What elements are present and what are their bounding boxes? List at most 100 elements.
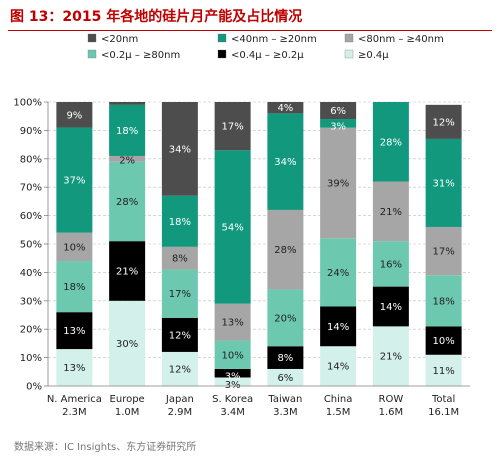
bar-segment — [56, 232, 93, 262]
data-label: 12% — [169, 330, 191, 341]
data-label: 10% — [63, 242, 85, 253]
bar-segment — [109, 161, 146, 242]
legend-swatch — [87, 49, 97, 59]
bar-segment — [320, 102, 357, 120]
x-category-total: 1.5M — [326, 407, 351, 418]
data-label: 18% — [63, 282, 85, 293]
x-category-total: 2.3M — [62, 407, 87, 418]
data-label: 21% — [116, 266, 138, 277]
data-label: 18% — [433, 296, 455, 307]
data-label: 31% — [433, 178, 455, 189]
y-tick-label: 20% — [20, 325, 42, 336]
data-label: 4% — [277, 103, 293, 114]
data-label: 54% — [222, 222, 244, 233]
x-category-total: 1.0M — [115, 407, 140, 418]
data-label: 14% — [380, 302, 402, 313]
bar-segment — [425, 326, 462, 355]
bar-segment — [214, 150, 251, 304]
bar-segment — [161, 102, 198, 196]
data-label: 8% — [277, 353, 293, 364]
data-label: 30% — [116, 339, 138, 350]
data-label: 34% — [274, 157, 296, 168]
bar-segment — [425, 226, 462, 276]
bar-segment — [56, 261, 93, 313]
bar-segment — [161, 317, 198, 352]
bar-segment — [56, 349, 93, 386]
bar-segment — [320, 127, 357, 239]
data-label: 28% — [116, 197, 138, 208]
bar-segment — [109, 241, 146, 301]
x-category-total: 2.9M — [168, 407, 193, 418]
legend-swatch — [344, 33, 354, 43]
data-label: 3% — [330, 122, 346, 133]
data-label: 3% — [225, 380, 241, 391]
x-category-total: 16.1M — [428, 407, 459, 418]
data-label: 10% — [222, 350, 244, 361]
legend-swatch — [217, 33, 227, 43]
bar-segment — [161, 269, 198, 318]
data-label: 20% — [274, 313, 296, 324]
data-label: 6% — [277, 373, 293, 384]
data-label: 9% — [66, 110, 82, 121]
data-label: <1% — [115, 93, 139, 104]
bar-segment — [109, 300, 146, 386]
bar-segment — [320, 346, 357, 386]
chart-legend: <20nm <40nm – ≥20nm <80nm – ≥40nm <0.2µ – ≥… — [87, 33, 444, 61]
data-label: 13% — [222, 318, 244, 329]
title-rule — [8, 30, 492, 31]
source-note: 数据来源：IC Insights、东方证券研究所 — [14, 442, 197, 453]
data-label: 14% — [327, 362, 349, 373]
x-category-label: Total — [431, 394, 455, 405]
y-tick-label: 90% — [20, 126, 42, 137]
bar-segment — [214, 102, 251, 151]
bar-segment — [267, 113, 304, 210]
bar-segment — [320, 119, 357, 128]
x-category-total: 1.6M — [379, 407, 404, 418]
bar-segment — [267, 209, 304, 290]
y-tick-label: 30% — [20, 296, 42, 307]
bar-segment — [214, 377, 251, 386]
bar-segment — [109, 104, 146, 156]
data-label: 28% — [380, 137, 402, 148]
data-label: 13% — [63, 326, 85, 337]
bar-segment — [267, 289, 304, 347]
x-category-total: 3.3M — [273, 407, 298, 418]
data-label: 14% — [327, 322, 349, 333]
data-label: 12% — [169, 364, 191, 375]
y-axis: 0% 10% 20% 30% 40% 50% 60% 70% 80% 90% 100% — [13, 98, 49, 393]
bar-segment — [214, 303, 251, 341]
x-category-label: S. Korea — [212, 394, 253, 405]
x-category-label: ROW — [379, 394, 404, 405]
y-tick-label: 40% — [20, 268, 42, 279]
data-label: 28% — [274, 245, 296, 256]
bar-segment — [425, 104, 462, 139]
bar-segment — [425, 138, 462, 227]
data-label: 11% — [433, 366, 455, 377]
data-label: 24% — [327, 268, 349, 279]
x-category-label: China — [324, 394, 353, 405]
data-label: 12% — [433, 117, 455, 128]
x-category-total: 3.4M — [220, 407, 245, 418]
bar-segment — [214, 368, 251, 378]
y-tick-label: 70% — [20, 183, 42, 194]
figure-title: 图 13：2015 年各地的硅片月产能及占比情况 — [10, 9, 303, 25]
x-category-label: Taiwan — [267, 394, 302, 405]
bar-segment — [372, 326, 409, 386]
bar-segment — [425, 354, 462, 386]
bar-segment — [56, 127, 93, 233]
data-label: 21% — [380, 207, 402, 218]
bar-segment — [372, 181, 409, 242]
bar-segment — [161, 246, 198, 270]
bar-segment — [161, 351, 198, 386]
bar-segment — [109, 102, 146, 105]
data-label: 21% — [380, 352, 402, 363]
legend-entry: <40nm – ≥20nm — [231, 34, 317, 45]
data-label: 2% — [119, 156, 135, 167]
data-label: 17% — [222, 122, 244, 133]
data-label: 17% — [433, 247, 455, 258]
data-label: 3% — [225, 371, 241, 382]
data-label: 17% — [169, 289, 191, 300]
legend-entry: <20nm — [101, 34, 138, 45]
y-tick-label: 0% — [26, 382, 42, 393]
legend-swatch — [87, 33, 97, 43]
